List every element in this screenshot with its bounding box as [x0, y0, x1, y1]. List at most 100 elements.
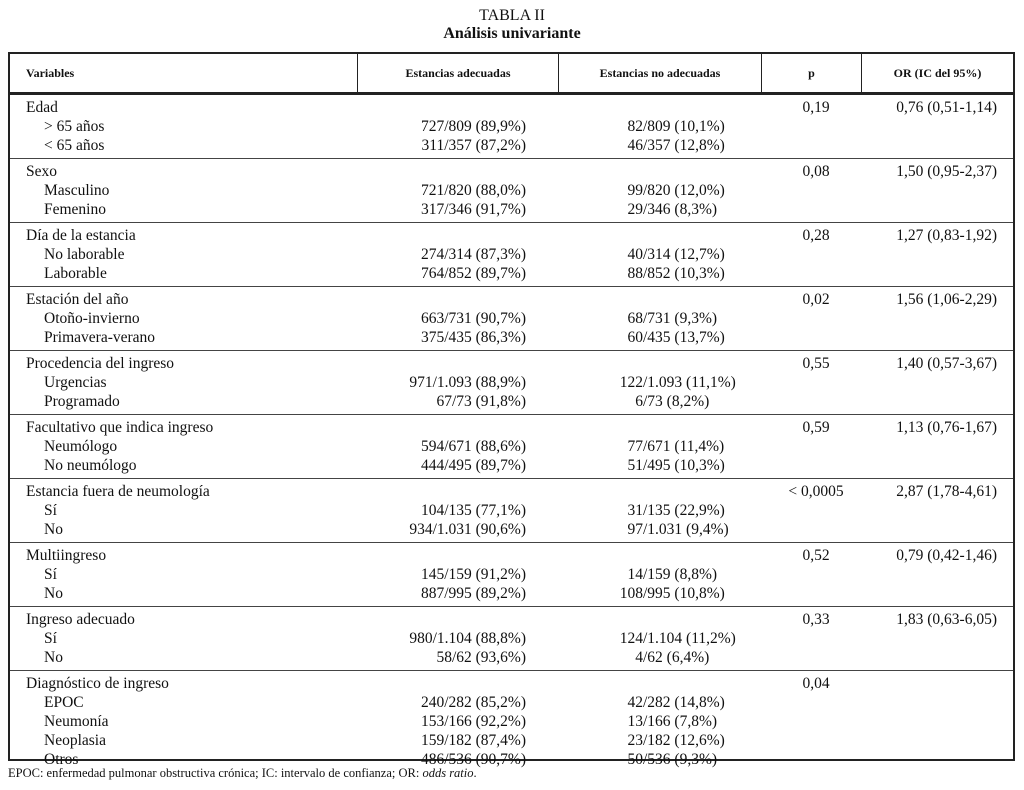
adequate-value: 980/1.104 (88,8%) [409, 630, 526, 647]
odds-ratio: 0,79 (0,42-1,46) [896, 547, 997, 564]
odds-ratio: 0,76 (0,51-1,14) [896, 99, 997, 116]
adequate-value: 240/282 (85,2%) [420, 694, 526, 711]
odds-ratio: 1,83 (0,63-6,05) [896, 611, 997, 628]
category-label: Urgencias [44, 374, 107, 391]
adequate-value: 934/1.031 (90,6%) [409, 521, 526, 538]
table-header: Variables Estancias adecuadas Estancias … [10, 54, 1013, 95]
variable-group: Facultativo que indica ingreso 0,59 1,13 (… [10, 415, 1013, 479]
table-row: No neumólogo 444/495 (89,7%) 51/495 (10,3%… [10, 456, 1013, 475]
footnote-text: EPOC: enfermedad pulmonar obstructiva cr… [8, 766, 423, 780]
odds-ratio: 2,87 (1,78-4,61) [896, 483, 997, 500]
variable-label: Sexo [26, 163, 57, 180]
table-row: Laborable 764/852 (89,7%) 88/852 (10,3%) [10, 264, 1013, 283]
variable-label: Diagnóstico de ingreso [26, 675, 169, 692]
category-label: Neoplasia [44, 732, 106, 749]
adequate-value: 444/495 (89,7%) [420, 457, 526, 474]
header-p: p [761, 54, 861, 92]
not-adequate-value: 6/73 (8,2%) [635, 393, 710, 410]
p-value: 0,59 [802, 419, 830, 436]
adequate-value: 727/809 (89,9%) [420, 118, 526, 135]
not-adequate-value: 124/1.104 (11,2%) [619, 630, 736, 647]
table-row: Neumólogo 594/671 (88,6%) 77/671 (11,4%) [10, 437, 1013, 456]
table-row: Sí 145/159 (91,2%) 14/159 (8,8%) [10, 565, 1013, 584]
odds-ratio: 1,27 (0,83-1,92) [896, 227, 997, 244]
header-or: OR (IC del 95%) [861, 54, 1013, 92]
variable-group: Ingreso adecuado 0,33 1,83 (0,63-6,05) Sí 98… [10, 607, 1013, 671]
footnote: EPOC: enfermedad pulmonar obstructiva cr… [8, 766, 477, 781]
group-header-row: Estancia fuera de neumología < 0,0005 2,87… [10, 482, 1013, 501]
category-label: < 65 años [44, 137, 105, 154]
not-adequate-value: 42/282 (14,8%) [627, 694, 725, 711]
p-value: 0,08 [802, 163, 830, 180]
p-value: 0,55 [802, 355, 830, 372]
table-row: No 58/62 (93,6%) 4/62 (6,4%) [10, 648, 1013, 667]
adequate-value: 663/731 (90,7%) [420, 310, 526, 327]
variable-group: Diagnóstico de ingreso 0,04 EPOC 240/282 (8… [10, 671, 1013, 772]
adequate-value: 104/135 (77,1%) [420, 502, 526, 519]
variable-label: Estación del año [26, 291, 129, 308]
category-label: No [44, 649, 63, 666]
adequate-value: 311/357 (87,2%) [421, 137, 526, 154]
variable-group: Sexo 0,08 1,50 (0,95-2,37) Masculino 721/820… [10, 159, 1013, 223]
group-header-row: Facultativo que indica ingreso 0,59 1,13 (… [10, 418, 1013, 437]
table-row: < 65 años 311/357 (87,2%) 46/357 (12,8%) [10, 136, 1013, 155]
category-label: Neumólogo [44, 438, 118, 455]
not-adequate-value: 99/820 (12,0%) [627, 182, 725, 199]
group-header-row: Diagnóstico de ingreso 0,04 [10, 674, 1013, 693]
variable-group: Estancia fuera de neumología < 0,0005 2,87… [10, 479, 1013, 543]
p-value: 0,52 [802, 547, 830, 564]
group-header-row: Edad 0,19 0,76 (0,51-1,14) [10, 98, 1013, 117]
table-row: Neumonía 153/166 (92,2%) 13/166 (7,8%) [10, 712, 1013, 731]
table-body: Edad 0,19 0,76 (0,51-1,14) > 65 años 727/809… [10, 95, 1013, 772]
not-adequate-value: 82/809 (10,1%) [627, 118, 725, 135]
group-header-row: Multiingreso 0,52 0,79 (0,42-1,46) [10, 546, 1013, 565]
category-label: Primavera-verano [44, 329, 156, 346]
odds-ratio: 1,50 (0,95-2,37) [896, 163, 997, 180]
table-row: Neoplasia 159/182 (87,4%) 23/182 (12,6%) [10, 731, 1013, 750]
odds-ratio: 1,56 (1,06-2,29) [896, 291, 997, 308]
table-row: Femenino 317/346 (91,7%) 29/346 (8,3%) [10, 200, 1013, 219]
group-header-row: Estación del año 0,02 1,56 (1,06-2,29) [10, 290, 1013, 309]
not-adequate-value: 88/852 (10,3%) [627, 265, 725, 282]
not-adequate-value: 46/357 (12,8%) [627, 137, 725, 154]
univariate-table: Variables Estancias adecuadas Estancias … [8, 52, 1015, 768]
adequate-value: 153/166 (92,2%) [420, 713, 526, 730]
header-variables: Variables [26, 66, 75, 80]
table-row: Otros 486/536 (90,7%) 50/536 (9,3%) [10, 750, 1013, 769]
odds-ratio: 1,13 (0,76-1,67) [896, 419, 997, 436]
not-adequate-value: 108/995 (10,8%) [619, 585, 725, 602]
not-adequate-value: 122/1.093 (11,1%) [619, 374, 736, 391]
category-label: Masculino [44, 182, 110, 199]
category-label: No neumólogo [44, 457, 137, 474]
adequate-value: 159/182 (87,4%) [420, 732, 526, 749]
p-value: 0,28 [802, 227, 830, 244]
adequate-value: 67/73 (91,8%) [436, 393, 526, 410]
adequate-value: 375/435 (86,3%) [420, 329, 526, 346]
variable-group: Procedencia del ingreso 0,55 1,40 (0,57-3,… [10, 351, 1013, 415]
adequate-value: 317/346 (91,7%) [420, 201, 526, 218]
p-value: 0,33 [802, 611, 830, 628]
not-adequate-value: 13/166 (7,8%) [627, 713, 718, 730]
header-adequate: Estancias adecuadas [357, 54, 558, 92]
p-value: 0,02 [802, 291, 830, 308]
not-adequate-value: 68/731 (9,3%) [627, 310, 718, 327]
adequate-value: 721/820 (88,0%) [420, 182, 526, 199]
adequate-value: 594/671 (88,6%) [420, 438, 526, 455]
category-label: > 65 años [44, 118, 105, 135]
category-label: No laborable [44, 246, 125, 263]
table-row: Urgencias 971/1.093 (88,9%) 122/1.093 (11,… [10, 373, 1013, 392]
table-row: Programado 67/73 (91,8%) 6/73 (8,2%) [10, 392, 1013, 411]
not-adequate-value: 14/159 (8,8%) [627, 566, 718, 583]
category-label: Neumonía [44, 713, 109, 730]
adequate-value: 58/62 (93,6%) [436, 649, 526, 666]
category-label: No [44, 585, 63, 602]
category-label: Otros [44, 751, 79, 768]
category-label: Femenino [44, 201, 106, 218]
group-header-row: Sexo 0,08 1,50 (0,95-2,37) [10, 162, 1013, 181]
variable-label: Multiingreso [26, 547, 107, 564]
not-adequate-value: 50/536 (9,3%) [627, 751, 718, 768]
group-header-row: Ingreso adecuado 0,33 1,83 (0,63-6,05) [10, 610, 1013, 629]
adequate-value: 971/1.093 (88,9%) [409, 374, 526, 391]
footnote-italic: odds ratio [422, 766, 474, 780]
category-label: Otoño-invierno [44, 310, 140, 327]
